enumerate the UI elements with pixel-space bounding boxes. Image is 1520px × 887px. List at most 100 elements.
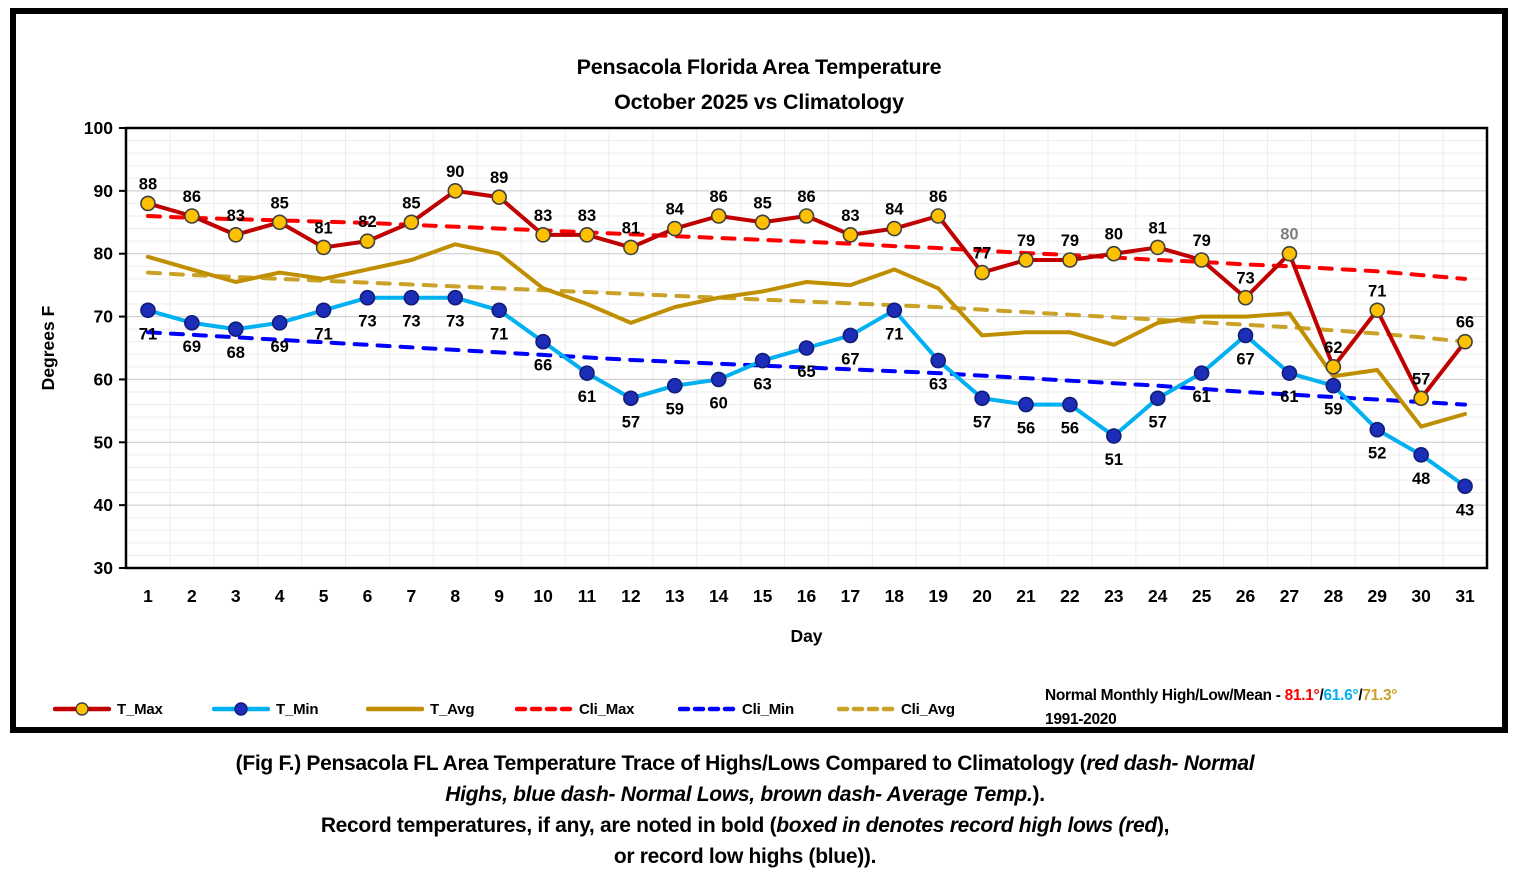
data-label-t_max-day-22: 79 xyxy=(1061,232,1079,250)
x-tick-label-2: 2 xyxy=(187,586,197,606)
data-label-t_min-day-21: 56 xyxy=(1017,420,1035,438)
data-label-t_min-day-5: 71 xyxy=(314,325,332,343)
x-tick-label-8: 8 xyxy=(450,586,460,606)
caption-line-2: Highs, blue dash- Normal Lows, brown das… xyxy=(0,779,1490,810)
data-label-t_min-day-14: 60 xyxy=(710,394,728,412)
x-tick-label-3: 3 xyxy=(231,586,241,606)
data-label-t_max-day-1: 88 xyxy=(139,175,157,193)
x-tick-label-12: 12 xyxy=(621,586,641,606)
marker-t_max-day-1 xyxy=(140,195,156,212)
normals-note-period: 1991-2020 xyxy=(1045,711,1117,728)
series-cli_min-line xyxy=(145,330,1468,407)
legend-label-t_min: T_Min xyxy=(276,700,319,718)
caption-line-3: Record temperatures, if any, are noted i… xyxy=(0,810,1490,841)
data-label-t_min-day-2: 69 xyxy=(183,338,201,356)
chart-title: Pensacola Florida Area Temperature Octob… xyxy=(16,50,1502,120)
marker-t_min-day-11 xyxy=(579,365,595,381)
data-label-t_min-day-22: 56 xyxy=(1061,420,1079,438)
x-tick-label-10: 10 xyxy=(533,586,553,606)
marker-t_min-day-4 xyxy=(271,315,288,331)
marker-t_max-day-16 xyxy=(798,208,815,224)
data-label-t_min-day-27: 61 xyxy=(1280,388,1298,406)
data-label-t_max-day-2: 86 xyxy=(183,188,201,206)
plot-border xyxy=(124,126,1489,570)
marker-t_max-day-12 xyxy=(623,239,639,256)
marker-t_max-day-22 xyxy=(1062,252,1078,268)
marker-t_max-day-30 xyxy=(1413,390,1429,407)
legend-swatch-cli_max-icon xyxy=(515,706,573,712)
y-tick-label: 100 xyxy=(84,118,113,138)
data-label-t_max-day-18: 84 xyxy=(885,201,904,219)
data-label-t_max-day-26: 73 xyxy=(1236,270,1254,288)
legend-label-cli_min: Cli_Min xyxy=(742,700,794,718)
marker-t_max-day-8 xyxy=(447,183,464,199)
x-tick-label-21: 21 xyxy=(1016,586,1036,606)
data-label-t_min-day-8: 73 xyxy=(446,313,464,331)
marker-t_max-day-14 xyxy=(710,208,727,224)
data-label-t_min-day-7: 73 xyxy=(402,313,420,331)
marker-t_max-day-3 xyxy=(227,227,244,243)
x-tick-label-24: 24 xyxy=(1148,586,1168,606)
x-tick-label-13: 13 xyxy=(665,586,685,606)
marker-t_min-day-27 xyxy=(1281,365,1298,381)
data-label-t_max-day-3: 83 xyxy=(227,207,245,225)
data-label-t_max-day-19: 86 xyxy=(929,188,947,206)
marker-t_min-day-23 xyxy=(1106,428,1122,444)
data-label-t_max-day-30: 57 xyxy=(1412,370,1430,388)
marker-t_min-day-17 xyxy=(842,327,859,344)
x-tick-label-6: 6 xyxy=(363,586,373,606)
note-separator: / xyxy=(1358,687,1363,704)
marker-t_max-day-13 xyxy=(666,220,683,237)
legend: T_Max T_Min T_Avg Cli_Max Cli_Min Cli_Avg xyxy=(16,698,1502,722)
marker-t_max-day-25 xyxy=(1193,252,1210,268)
data-label-t_min-day-29: 52 xyxy=(1368,445,1386,463)
marker-t_max-day-21 xyxy=(1018,252,1034,268)
x-tick-label-28: 28 xyxy=(1324,586,1344,606)
caption-line-1-seg-1: (Fig F.) Pensacola FL Area Temperature T… xyxy=(235,752,1087,775)
marker-t_min-day-12 xyxy=(623,390,639,407)
marker-t_min-day-3 xyxy=(227,321,244,337)
marker-t_min-day-5 xyxy=(315,302,332,319)
data-label-t_max-day-12: 81 xyxy=(622,219,640,237)
x-tick-label-29: 29 xyxy=(1368,586,1388,606)
note-value-0: 81.1° xyxy=(1284,687,1320,704)
data-label-t_min-day-6: 73 xyxy=(358,313,376,331)
marker-t_max-day-11 xyxy=(579,227,595,243)
legend-label-cli_max: Cli_Max xyxy=(579,700,635,718)
data-label-t_min-day-17: 67 xyxy=(841,350,859,368)
data-label-t_min-day-11: 61 xyxy=(578,388,596,406)
data-label-t_min-day-28: 59 xyxy=(1324,401,1342,419)
caption-line-4-seg-1: or record low highs (blue)). xyxy=(613,845,877,868)
data-label-t_min-day-20: 57 xyxy=(973,413,991,431)
x-tick-label-1: 1 xyxy=(143,586,153,606)
x-tick-label-15: 15 xyxy=(753,586,773,606)
data-label-t_max-day-13: 84 xyxy=(666,201,685,219)
data-label-t_max-day-5: 81 xyxy=(314,219,332,237)
marker-t_max-day-19 xyxy=(930,208,947,224)
x-tick-label-9: 9 xyxy=(494,586,504,606)
marker-t_min-day-22 xyxy=(1062,396,1078,413)
marker-t_min-day-14 xyxy=(710,371,727,388)
y-tick-label: 70 xyxy=(94,307,114,327)
marker-t_max-day-9 xyxy=(491,189,507,205)
data-label-t_min-day-13: 59 xyxy=(666,401,684,419)
chart-frame: Pensacola Florida Area Temperature Octob… xyxy=(10,8,1508,733)
legend-label-t_avg: T_Avg xyxy=(430,700,475,718)
note-value-2: 71.3° xyxy=(1362,687,1398,704)
x-tick-label-19: 19 xyxy=(928,586,948,606)
data-label-t_max-day-23: 80 xyxy=(1105,226,1123,244)
x-axis-title: Day xyxy=(790,626,822,646)
caption-line-2-seg-1: Highs, blue dash- Normal Lows, brown das… xyxy=(445,783,1033,806)
data-label-t_max-day-11: 83 xyxy=(578,207,596,225)
series-cli_max-line xyxy=(145,214,1468,281)
y-tick-label: 90 xyxy=(94,181,114,201)
x-tick-label-31: 31 xyxy=(1455,586,1475,606)
marker-t_max-day-28 xyxy=(1325,359,1342,375)
legend-label-t_max: T_Max xyxy=(117,700,163,718)
data-label-t_min-day-30: 48 xyxy=(1412,470,1430,488)
marker-t_min-day-7 xyxy=(403,289,420,306)
data-label-t_max-day-10: 83 xyxy=(534,207,552,225)
marker-t_min-day-18 xyxy=(886,302,903,319)
data-label-t_min-day-9: 71 xyxy=(490,325,508,343)
